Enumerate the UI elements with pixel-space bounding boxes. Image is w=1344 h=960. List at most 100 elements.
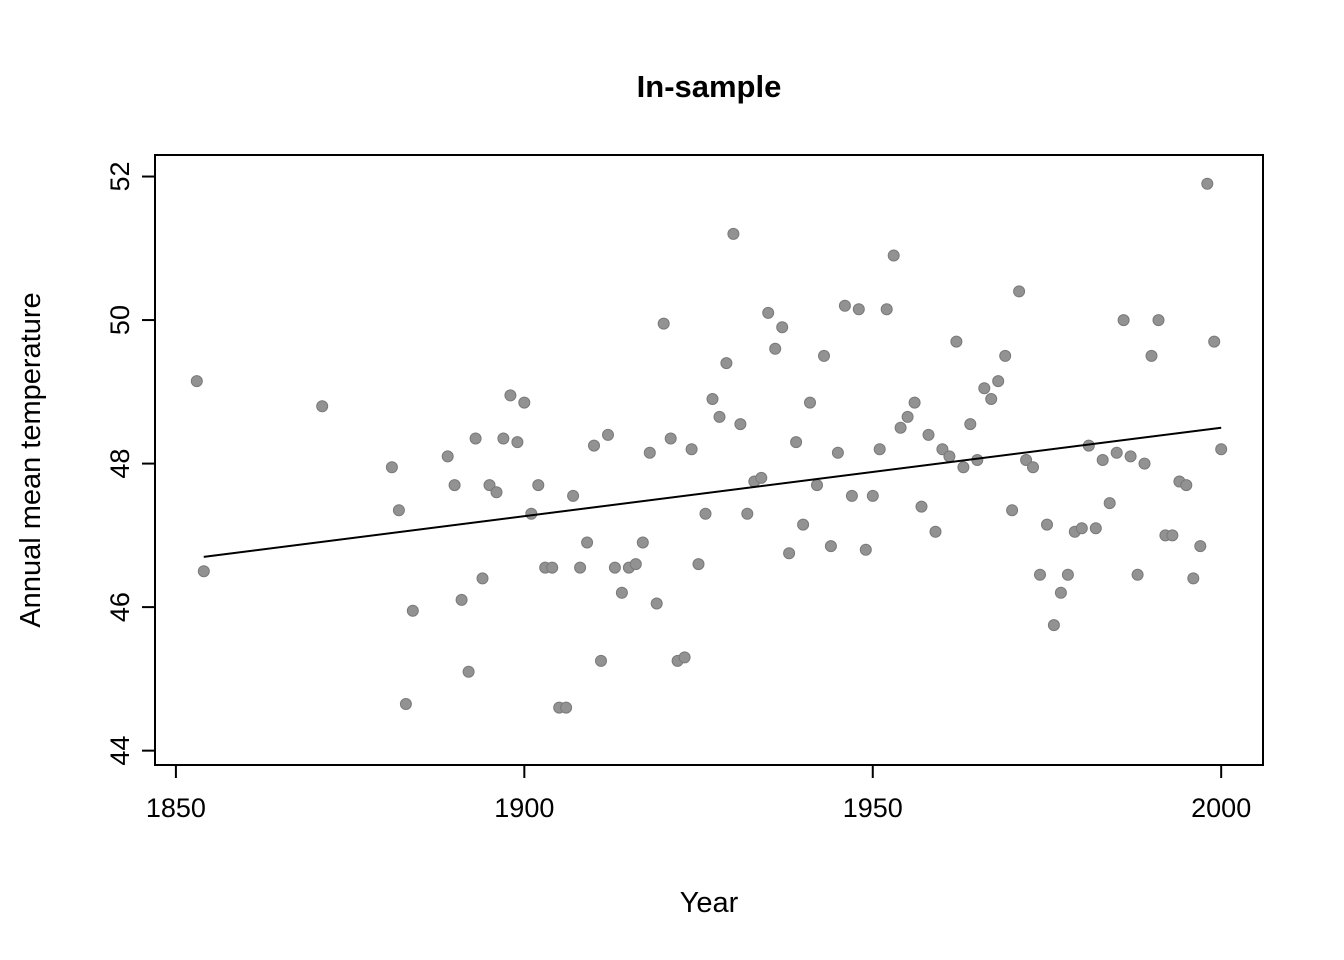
data-point <box>678 651 691 664</box>
data-point <box>1047 619 1060 632</box>
data-point <box>1124 450 1137 463</box>
data-point <box>1166 529 1179 542</box>
data-point <box>406 604 419 617</box>
data-point <box>1117 314 1130 327</box>
data-point <box>699 507 712 520</box>
data-point <box>476 572 489 585</box>
data-point <box>922 428 935 441</box>
data-point <box>1103 497 1116 510</box>
data-point <box>1208 335 1221 348</box>
data-point <box>650 597 663 610</box>
data-point <box>818 349 830 362</box>
data-point <box>915 500 928 513</box>
data-point <box>685 443 698 456</box>
regression-line <box>203 426 1222 558</box>
data-point <box>1187 572 1200 585</box>
data-point <box>455 593 468 606</box>
data-point <box>873 443 886 456</box>
data-point <box>1027 461 1039 474</box>
data-point <box>546 561 559 574</box>
data-point <box>497 432 510 445</box>
data-point <box>574 561 587 574</box>
data-point <box>755 471 768 484</box>
y-tick-label: 48 <box>105 449 135 479</box>
data-point <box>1075 522 1088 535</box>
data-point <box>706 393 719 405</box>
data-point <box>950 335 963 348</box>
data-point <box>657 317 670 330</box>
data-point <box>1180 479 1193 492</box>
data-point <box>978 382 991 395</box>
data-point <box>713 410 726 423</box>
data-point <box>615 586 628 599</box>
data-point <box>741 507 754 520</box>
data-point <box>769 342 782 355</box>
data-point <box>859 543 872 556</box>
data-point <box>880 303 893 316</box>
data-point <box>567 489 580 502</box>
data-point <box>483 479 496 492</box>
plot-box <box>154 154 1264 766</box>
data-point <box>824 540 837 553</box>
data-point <box>985 393 998 405</box>
data-point <box>469 432 482 445</box>
x-tick-label: 1850 <box>146 793 206 823</box>
data-point <box>629 558 642 571</box>
data-point <box>316 400 329 413</box>
x-axis-ticks: 1850 1900 1950 2000 <box>146 765 1251 823</box>
data-point <box>727 227 740 240</box>
data-point <box>957 461 970 474</box>
data-point <box>1194 540 1207 553</box>
data-point <box>1096 454 1109 466</box>
data-point <box>197 565 210 578</box>
x-tick-label: 1950 <box>843 793 903 823</box>
data-point <box>441 450 454 463</box>
data-point <box>845 489 858 502</box>
data-point <box>964 418 977 431</box>
data-point <box>518 396 531 409</box>
data-point <box>1131 568 1144 581</box>
y-tick-label: 52 <box>105 162 135 192</box>
data-point <box>1013 285 1026 298</box>
y-axis-ticks: 44 46 48 50 52 <box>105 162 155 766</box>
data-point <box>1061 568 1074 581</box>
data-point <box>1020 454 1033 466</box>
data-point <box>783 547 796 560</box>
data-point <box>1152 314 1165 327</box>
data-point <box>992 375 1005 388</box>
data-point <box>1054 586 1067 599</box>
data-point <box>887 249 900 262</box>
data-point <box>999 349 1012 362</box>
data-point <box>511 436 524 449</box>
x-tick-label: 1900 <box>494 793 554 823</box>
scatter-points <box>190 177 1228 714</box>
data-point <box>1138 457 1151 470</box>
data-point <box>1034 568 1046 581</box>
data-point <box>560 701 573 714</box>
data-point <box>448 479 461 492</box>
x-tick-label: 2000 <box>1191 793 1251 823</box>
data-point <box>636 536 649 549</box>
data-point <box>866 489 879 502</box>
data-point <box>462 665 475 678</box>
chart-title: In-sample <box>637 69 782 104</box>
data-point <box>762 306 775 319</box>
y-tick-label: 44 <box>105 736 135 766</box>
data-point <box>852 303 865 316</box>
data-point <box>490 486 503 499</box>
data-point <box>776 321 789 334</box>
data-point <box>525 507 538 520</box>
data-point <box>790 436 803 449</box>
data-point <box>943 450 956 463</box>
data-point <box>1215 443 1228 456</box>
data-point <box>190 375 203 388</box>
data-point <box>385 461 398 474</box>
data-point <box>929 525 942 538</box>
data-point <box>532 479 545 492</box>
data-point <box>720 357 733 370</box>
data-point <box>588 439 600 452</box>
data-point <box>831 446 844 459</box>
y-tick-label: 46 <box>105 592 135 622</box>
data-point <box>608 561 621 574</box>
data-point <box>1089 522 1102 535</box>
